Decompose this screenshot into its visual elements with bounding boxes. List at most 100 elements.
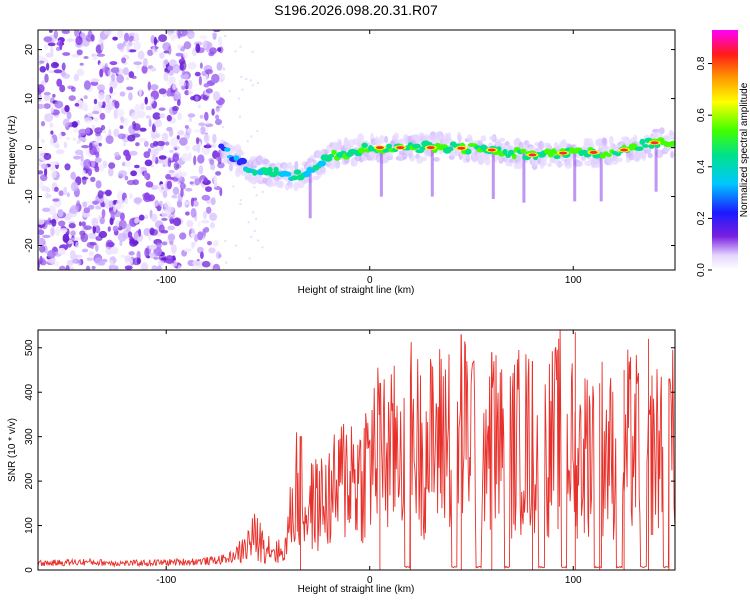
noise-blob	[173, 161, 180, 171]
noise-blob	[179, 60, 187, 71]
noise-blob	[206, 206, 212, 214]
y-tick-label: 100	[24, 517, 35, 534]
noise-blob	[200, 251, 204, 259]
ridge-halo	[421, 156, 427, 162]
noise-blob	[203, 39, 208, 49]
noise-blob	[139, 127, 147, 132]
ridge-halo	[657, 149, 662, 159]
noise-blob	[43, 93, 51, 101]
noise-blob	[126, 44, 131, 53]
ridge-core	[328, 153, 335, 158]
ridge-streak	[654, 142, 658, 192]
noise-blob	[50, 61, 59, 69]
noise-blob	[129, 150, 138, 156]
noise-blob	[114, 265, 119, 270]
noise-blob	[128, 251, 135, 256]
noise-blob	[181, 70, 186, 76]
noise-blob	[74, 30, 80, 37]
faint-speckle	[228, 90, 231, 93]
noise-blob	[42, 57, 47, 61]
noise-blob	[216, 62, 223, 71]
noise-blob	[166, 90, 172, 97]
faint-speckle	[234, 50, 237, 53]
ridge-halo	[664, 135, 672, 142]
noise-blob	[161, 209, 169, 218]
noise-blob	[91, 159, 96, 168]
noise-blob	[194, 178, 201, 186]
noise-blob	[172, 153, 179, 163]
noise-blob	[114, 151, 120, 158]
spectrogram-x-label: Height of straight line (km)	[298, 285, 415, 296]
noise-blob	[81, 221, 86, 227]
noise-blob	[187, 62, 197, 70]
noise-blob	[90, 176, 96, 183]
noise-blob	[175, 52, 184, 57]
ridge-core	[382, 148, 390, 153]
noise-blob	[163, 71, 169, 82]
noise-blob	[215, 114, 220, 120]
snr-ticks: -100 0 100 0 100 200 300 400 500	[24, 330, 675, 586]
ridge-halo	[659, 127, 665, 135]
noise-blob	[163, 50, 169, 54]
noise-blob	[75, 241, 79, 249]
x-tick-label: 100	[565, 575, 582, 586]
figure-title: S196.2026.098.20.31.R07	[274, 2, 438, 18]
noise-blob	[40, 174, 48, 182]
noise-blob	[109, 86, 113, 94]
noise-blob	[43, 91, 51, 96]
noise-blob	[90, 34, 95, 42]
ridge-core	[639, 138, 646, 145]
noise-blob	[177, 264, 182, 270]
noise-blob	[171, 244, 177, 254]
noise-blob	[152, 199, 160, 207]
noise-blob	[187, 33, 195, 39]
ridge-halo	[294, 160, 299, 171]
ridge-hotspot-red	[620, 148, 629, 152]
ridge-hotspot-red	[375, 146, 384, 150]
x-tick-label: 0	[367, 275, 373, 286]
noise-blob	[99, 112, 106, 120]
noise-blob	[163, 59, 169, 65]
noise-blob	[98, 62, 106, 69]
noise-blob	[104, 189, 112, 196]
ridge-halo	[547, 162, 552, 168]
noise-blob	[64, 163, 71, 171]
ridge-halo	[277, 180, 285, 189]
noise-blob	[86, 257, 94, 262]
noise-blob	[218, 36, 223, 46]
noise-blob	[191, 264, 199, 270]
noise-blob	[38, 237, 46, 246]
ridge-halo	[489, 135, 496, 141]
colorbar-tick-label: 0.8	[696, 56, 707, 70]
noise-blob	[138, 88, 142, 97]
noise-blob	[150, 67, 157, 72]
noise-blob	[161, 132, 169, 142]
noise-blob	[177, 112, 182, 121]
noise-blob	[108, 167, 114, 177]
ridge-halo	[594, 159, 601, 169]
noise-blob	[52, 198, 60, 202]
ridge-core	[412, 143, 421, 149]
noise-blob	[112, 225, 119, 232]
noise-blob	[55, 149, 65, 155]
noise-blob	[138, 214, 145, 221]
noise-blob	[119, 125, 124, 129]
noise-blob	[142, 57, 148, 68]
noise-blob	[125, 223, 131, 233]
noise-blob	[136, 232, 144, 242]
noise-blob	[71, 121, 79, 128]
noise-blob	[174, 90, 180, 100]
noise-blob	[106, 101, 115, 111]
noise-blob	[83, 159, 92, 169]
noise-blob	[180, 188, 184, 198]
noise-blob	[131, 112, 140, 120]
noise-blob	[212, 133, 217, 144]
noise-blob	[38, 229, 45, 236]
noise-blob	[144, 214, 149, 220]
ridge-halo	[311, 175, 320, 181]
ridge-core	[605, 153, 612, 158]
faint-speckle	[249, 79, 252, 82]
noise-blob	[57, 209, 64, 218]
noise-blob	[117, 232, 127, 242]
